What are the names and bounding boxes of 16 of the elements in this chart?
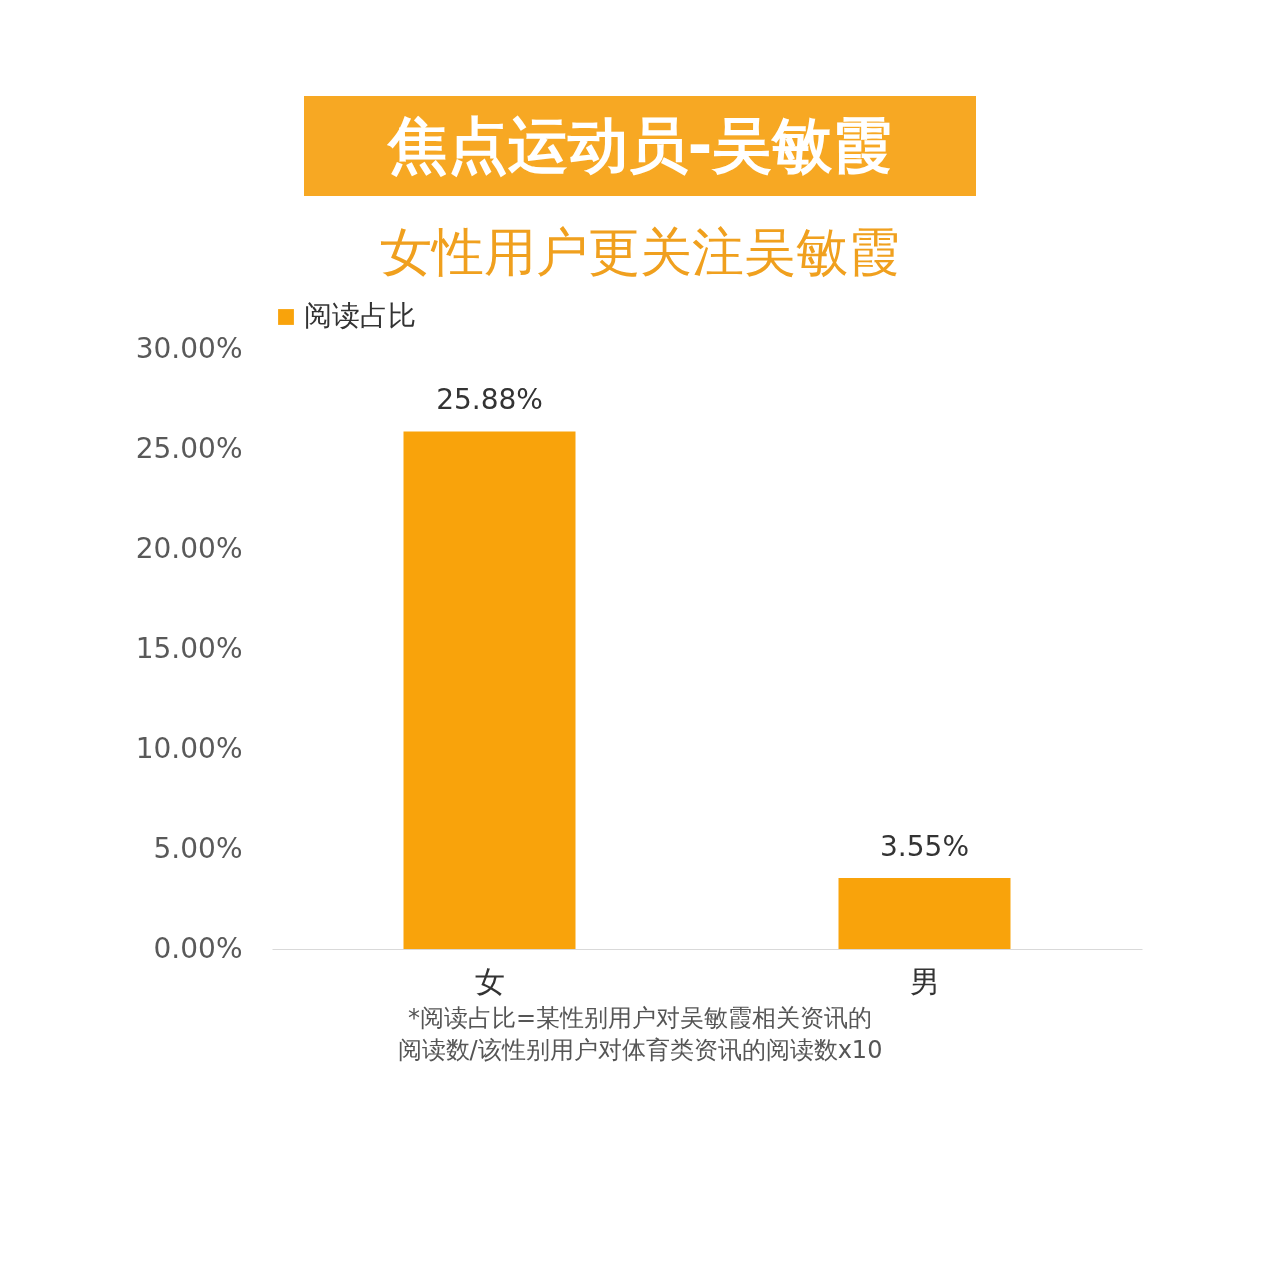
y-tick-label: 10.00% [135, 731, 243, 765]
data-label: 3.55% [880, 830, 969, 863]
y-tick-label: 5.00% [153, 831, 243, 865]
x-tick-label: 女 [474, 963, 505, 999]
legend-label: 阅读占比 [304, 299, 416, 332]
y-tick-label: 15.00% [135, 631, 243, 665]
chart-title: 焦点运动员-吴敏霞 [304, 96, 976, 196]
y-tick-label: 30.00% [135, 331, 243, 365]
text: 阅读数/该性别用户对体育类资讯的阅读数x10 [396, 1035, 884, 1066]
y-tick-label: 20.00% [135, 531, 243, 565]
text: *阅读占比=某性别用户对吴敏霞相关资讯的 [406, 1003, 874, 1034]
data-label: 25.88% [436, 383, 543, 417]
chart-subtitle: 女性用户更关注吴敏霞 [379, 221, 901, 284]
y-tick-label: 25.00% [135, 431, 243, 465]
y-tick-label: 0.00% [153, 931, 243, 965]
x-tick-label: 男 [909, 963, 940, 999]
